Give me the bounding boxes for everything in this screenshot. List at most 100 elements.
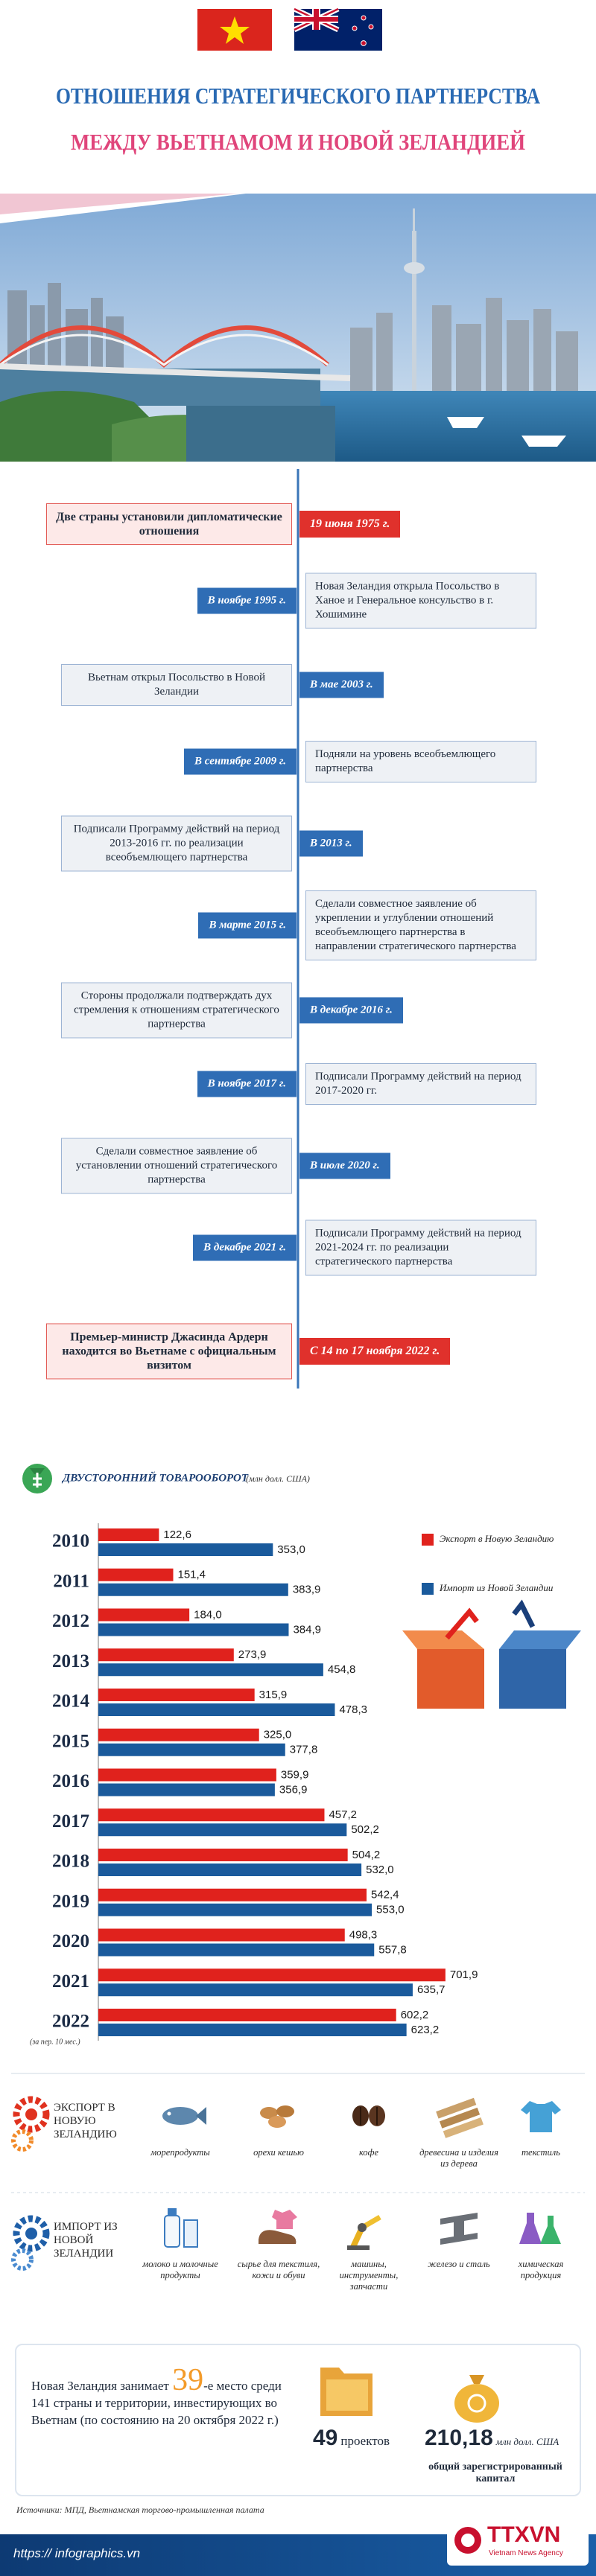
timeline-text: Подписали Программу действий на период 2… [305, 1063, 536, 1105]
value-label: 457,2 [329, 1808, 357, 1821]
timeline-date: В мае 2003 г. [299, 672, 384, 698]
bar [98, 1888, 367, 1901]
bar [98, 1689, 255, 1701]
chart-note: (за пер. 10 мес.) [30, 2038, 80, 2046]
legend-swatch [422, 1583, 434, 1595]
value-label: 542,4 [371, 1889, 399, 1901]
bar [98, 1583, 288, 1596]
bar [98, 1928, 345, 1942]
bar [98, 1648, 234, 1662]
bar [98, 1703, 335, 1716]
goods-icon [519, 2213, 561, 2244]
bar [98, 1743, 285, 1756]
bar [98, 1543, 273, 1556]
investment-box [15, 2344, 581, 2496]
bar [98, 2024, 407, 2036]
investment-text: Новая Зеландия занимает 39-е место среди… [31, 2365, 299, 2429]
bar [98, 1943, 375, 1957]
goods-icon [521, 2101, 561, 2132]
projects-value: 49 [313, 2426, 338, 2450]
chart-title: ДВУСТОРОННИЙ ТОВАРООБОРОТ [61, 1470, 249, 1484]
timeline-date: В 2013 г. [299, 830, 363, 857]
bar [98, 1783, 275, 1796]
value-label: 151,4 [177, 1569, 206, 1581]
timeline-text: Подписали Программу действий на период 2… [61, 815, 292, 872]
year-label: 2013 [52, 1651, 89, 1671]
money-icon [22, 1464, 52, 1493]
projects-label: проектов [340, 2434, 390, 2448]
import-label: ИМПОРТ ИЗ НОВОЙ ЗЕЛАНДИИ [54, 2221, 118, 2260]
investment-before: Новая Зеландия занимает [31, 2379, 169, 2393]
year-label: 2018 [52, 1852, 89, 1872]
goods-caption: древесина и изделия из дерева [419, 2147, 498, 2169]
value-label: 504,2 [352, 1849, 381, 1861]
legend-swatch [422, 1534, 434, 1546]
timeline-date: В ноябре 2017 г. [197, 1071, 297, 1097]
bar [98, 1663, 323, 1677]
goods-icon [436, 2097, 484, 2138]
goods-caption: сырье для текстиля, кожи и обуви [237, 2259, 320, 2280]
year-label: 2021 [52, 1971, 89, 1992]
timeline-text: Сделали совместное заявление об установл… [61, 1138, 292, 1194]
timeline-text: Стороны продолжали подтверждать дух стре… [61, 982, 292, 1039]
value-label: 377,8 [290, 1744, 318, 1756]
logo-box: TTXVN Vietnam News Agency [447, 2518, 589, 2566]
goods-icon [440, 2213, 478, 2245]
value-label: 384,9 [293, 1623, 321, 1636]
footer-url: https:// infographics.vn [13, 2546, 141, 2560]
bar [98, 1823, 347, 1837]
box-icon [499, 1649, 566, 1709]
value-label: 315,9 [259, 1689, 288, 1701]
goods-icon [259, 2210, 297, 2244]
goods-icon [352, 2105, 385, 2126]
value-label: 553,0 [376, 1904, 405, 1916]
flag-new-zealand [293, 6, 382, 51]
timeline-date: В марте 2015 г. [198, 912, 297, 939]
value-label: 356,9 [279, 1783, 308, 1796]
capital-unit: млн долл. США [495, 2436, 559, 2447]
bar [98, 2009, 396, 2021]
logo-text: TTXVN [487, 2522, 561, 2547]
value-label: 502,2 [351, 1823, 379, 1836]
timeline-text: Подняли на уровень всеобъемлющего партне… [305, 741, 536, 782]
bar [98, 1608, 190, 1622]
capital: 210,18 млн долл. США [425, 2426, 559, 2451]
title-line-2: МЕЖДУ ВЬЕТНАМОМ И НОВОЙ ЗЕЛАНДИЕЙ [71, 129, 525, 155]
timeline-text: Вьетнам открыл Посольство в Новой Зеланд… [61, 664, 292, 706]
timeline-text: Премьер-министр Джасинда Ардерн находитс… [46, 1323, 292, 1380]
investment-rank: 39 [172, 2363, 204, 2397]
sources: Источники: МПД, Вьетнамская торгово-пром… [16, 2505, 264, 2515]
investment-after: -е место среди 141 страны и территории, … [31, 2379, 282, 2427]
year-label: 2016 [52, 1771, 89, 1791]
goods-caption: морепродукты [150, 2147, 210, 2158]
year-label: 2010 [52, 1531, 89, 1552]
year-label: 2019 [52, 1891, 89, 1911]
bar [98, 1728, 259, 1741]
value-label: 122,6 [163, 1528, 191, 1541]
goods-icon [164, 2208, 198, 2248]
title-line-1: ОТНОШЕНИЯ СТРАТЕГИЧЕСКОГО ПАРТНЕРСТВА [56, 83, 541, 109]
year-label: 2017 [52, 1811, 89, 1831]
timeline-date: В июле 2020 г. [299, 1152, 390, 1179]
value-label: 478,3 [339, 1703, 367, 1716]
import-gear [11, 2215, 50, 2271]
legend-label: Экспорт в Новую Зеландию [440, 1533, 554, 1544]
projects: 49 проектов [313, 2426, 390, 2451]
export-label: ЭКСПОРТ В НОВУЮ ЗЕЛАНДИЮ [54, 2102, 117, 2140]
bar [98, 1968, 446, 1982]
timeline-text: Новая Зеландия открыла Посольство в Хано… [305, 573, 536, 629]
capital-value: 210,18 [425, 2426, 493, 2450]
goods-icon [260, 2105, 294, 2128]
value-label: 635,7 [417, 1983, 446, 1996]
value-label: 557,8 [378, 1943, 407, 1956]
bar [98, 1983, 413, 1997]
timeline-text: Две страны установили дипломатические от… [46, 503, 292, 545]
goods-caption: химическая продукция [518, 2259, 564, 2280]
value-label: 383,9 [293, 1584, 321, 1596]
investment-icons [320, 2368, 499, 2423]
bar [98, 1623, 289, 1636]
year-label: 2011 [53, 1571, 89, 1591]
banner-photo [0, 179, 596, 462]
timeline-date: В декабре 2016 г. [299, 997, 403, 1024]
